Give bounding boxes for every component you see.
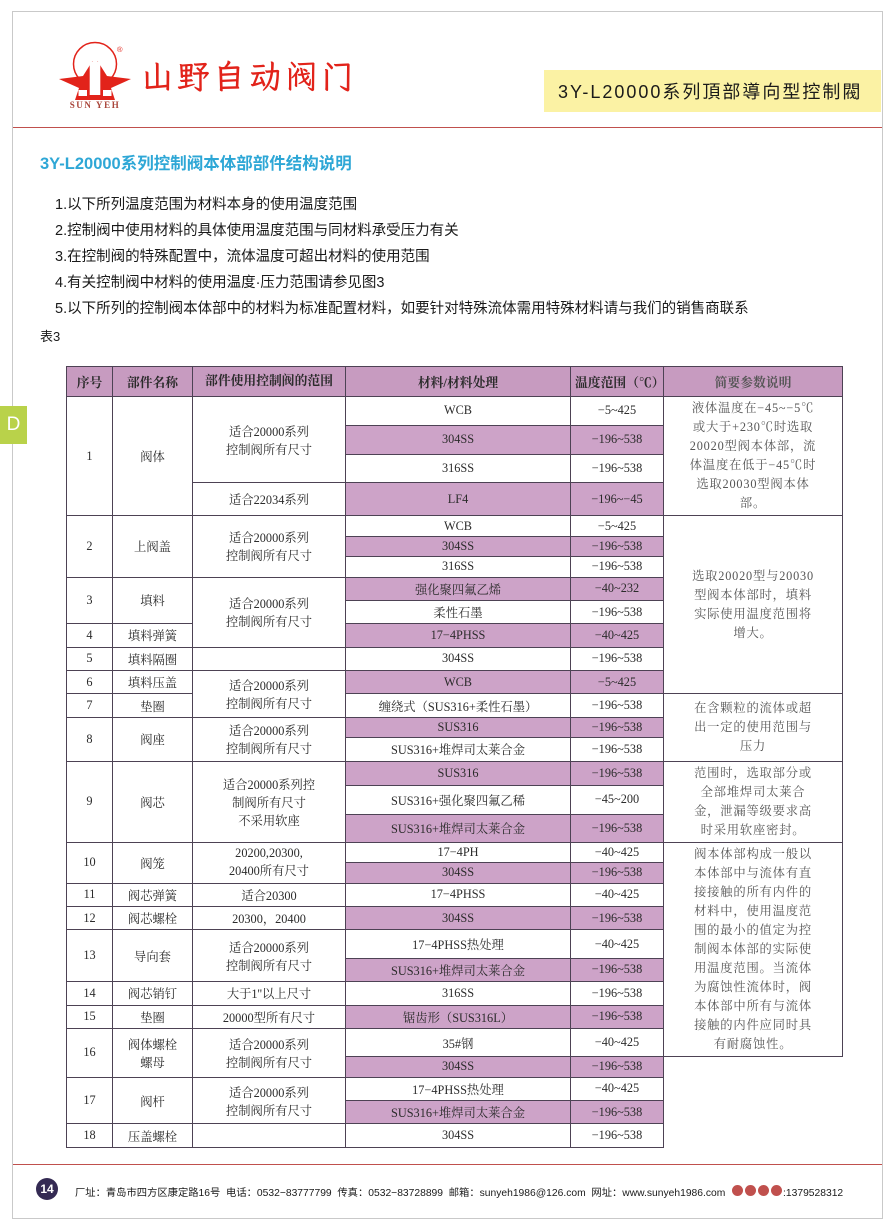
svg-text:山野自动阀门: 山野自动阀门 [141,55,357,98]
svg-text:SUN YEH: SUN YEH [70,100,121,110]
svg-text:®: ® [117,45,123,54]
